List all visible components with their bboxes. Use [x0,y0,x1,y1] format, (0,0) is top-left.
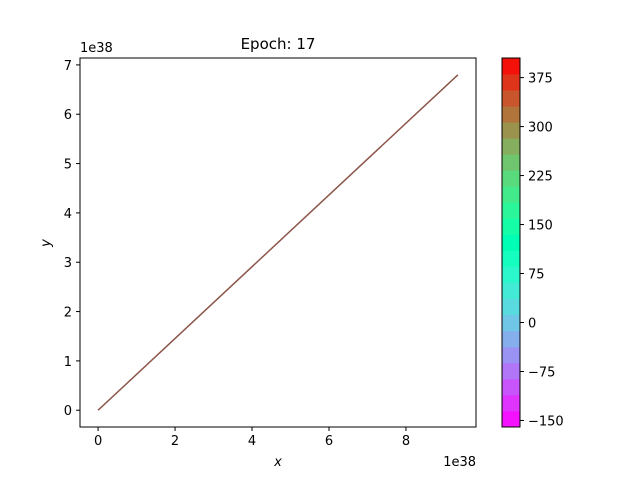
x-tick-label: 2 [171,434,179,449]
colorbar-tick-label: −150 [528,414,564,429]
colorbar-band [502,58,520,75]
colorbar-band [502,186,520,203]
colorbar-tick-label: 375 [528,72,553,87]
y-tick-label: 5 [64,158,72,173]
y-tick-label: 3 [64,256,72,271]
colorbar-band [502,218,520,235]
colorbar-band [502,266,520,284]
colorbar-band [502,122,520,139]
y-tick-label: 1 [64,355,72,370]
colorbar-tick-label: 300 [528,121,553,136]
x-tick-label: 6 [325,434,333,449]
colorbar-tick-label: −75 [528,365,555,380]
x-tick-label: 8 [402,434,410,449]
y-tick-label: 6 [64,108,72,123]
colorbar-band [502,282,520,300]
series-line-0 [97,74,459,411]
colorbar-tick-label: 225 [528,170,553,185]
colorbar-band [502,106,520,123]
colorbar-tick-label: 75 [528,268,545,283]
colorbar-band [502,410,520,428]
colorbar-band [502,298,520,316]
colorbar-band [502,74,520,91]
plot-layer: 0 2 4 6 8 0 1 2 3 4 5 6 7 [64,57,477,449]
colorbar-band [502,378,520,396]
y-tick-label: 4 [64,207,72,222]
x-tick-label: 4 [248,434,256,449]
colorbar-tick-label: 150 [528,219,553,234]
colorbar-band [502,234,520,251]
colorbar-tick-label: 0 [528,317,536,332]
y-offset-text: 1e38 [80,41,113,56]
x-axis-label: x [273,455,282,470]
x-offset-text: 1e38 [443,455,476,470]
axes-frame [79,57,477,428]
colorbar-band [502,250,520,267]
y-axis-label: y [39,239,54,248]
colorbar-band [502,330,520,348]
y-tick-label: 2 [64,306,72,321]
colorbar-band [502,362,520,380]
colorbar-band [502,346,520,364]
colorbar-band [502,314,520,332]
x-tick-label: 0 [94,434,102,449]
colorbar-band [502,202,520,219]
y-tick-label: 0 [64,404,72,419]
colorbar-band [502,170,520,187]
colorbar: −150 −75 0 75 150 225 300 375 [501,57,564,429]
colorbar-band [502,154,520,171]
colorbar-band [502,90,520,107]
colorbar-frame [501,57,521,428]
y-tick-label: 7 [64,59,72,74]
colorbar-band [502,138,520,155]
chart-title: Epoch: 17 [241,35,316,53]
colorbar-band [502,394,520,412]
